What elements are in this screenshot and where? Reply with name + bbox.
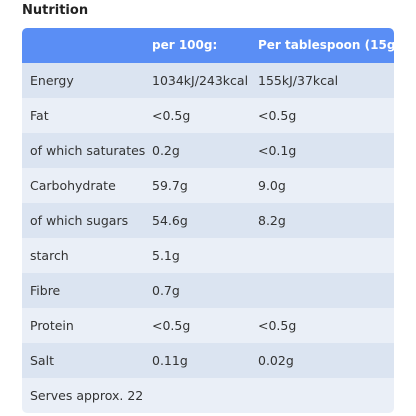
table-row: of which sugars 54.6g 8.2g	[22, 203, 394, 238]
row-label: Carbohydrate	[30, 178, 116, 193]
cell-value: 59.7g	[152, 178, 188, 193]
row-label: Protein	[30, 318, 74, 333]
nutrition-table: per 100g: Per tablespoon (15g) Energy 1034k…	[22, 28, 394, 413]
cell-value: 0.2g	[152, 143, 180, 158]
cell-value: 0.7g	[152, 283, 180, 298]
cell-value: 0.11g	[152, 353, 188, 368]
table-row: Carbohydrate 59.7g 9.0g	[22, 168, 394, 203]
cell-value: <0.5g	[152, 318, 191, 333]
row-label: Fat	[30, 108, 49, 123]
footer-row: Serves approx. 22	[22, 378, 394, 413]
row-label: of which sugars	[30, 213, 129, 228]
row-label: Fibre	[30, 283, 61, 298]
cell-value: 155kJ/37kcal	[258, 73, 339, 88]
cell-value: 1034kJ/243kcal	[152, 73, 249, 88]
cell-value: 5.1g	[152, 248, 180, 263]
table-row: Protein <0.5g <0.5g	[22, 308, 394, 343]
row-label: Salt	[30, 353, 54, 368]
cell-value: <0.5g	[258, 108, 297, 123]
table-row: Salt 0.11g 0.02g	[22, 343, 394, 378]
table-row: starch 5.1g	[22, 238, 394, 273]
footer-text: Serves approx. 22	[30, 388, 144, 403]
row-label: Energy	[30, 73, 74, 88]
table-row: of which saturates 0.2g <0.1g	[22, 133, 394, 168]
row-label: of which saturates	[30, 143, 146, 158]
cell-value: 8.2g	[258, 213, 286, 228]
table-row: Energy 1034kJ/243kcal 155kJ/37kcal	[22, 63, 394, 98]
column-header: per 100g:	[152, 38, 218, 52]
table-row: Fibre 0.7g	[22, 273, 394, 308]
cell-value: 9.0g	[258, 178, 286, 193]
table-row: Fat <0.5g <0.5g	[22, 98, 394, 133]
header-row: per 100g: Per tablespoon (15g)	[22, 28, 394, 63]
cell-value: <0.5g	[258, 318, 297, 333]
cell-value: 54.6g	[152, 213, 188, 228]
cell-value: <0.1g	[258, 143, 297, 158]
section-title: Nutrition	[22, 3, 89, 18]
cell-value: 0.02g	[258, 353, 294, 368]
cell-value: <0.5g	[152, 108, 191, 123]
column-header: Per tablespoon (15g)	[258, 38, 394, 52]
row-label: starch	[30, 248, 69, 263]
